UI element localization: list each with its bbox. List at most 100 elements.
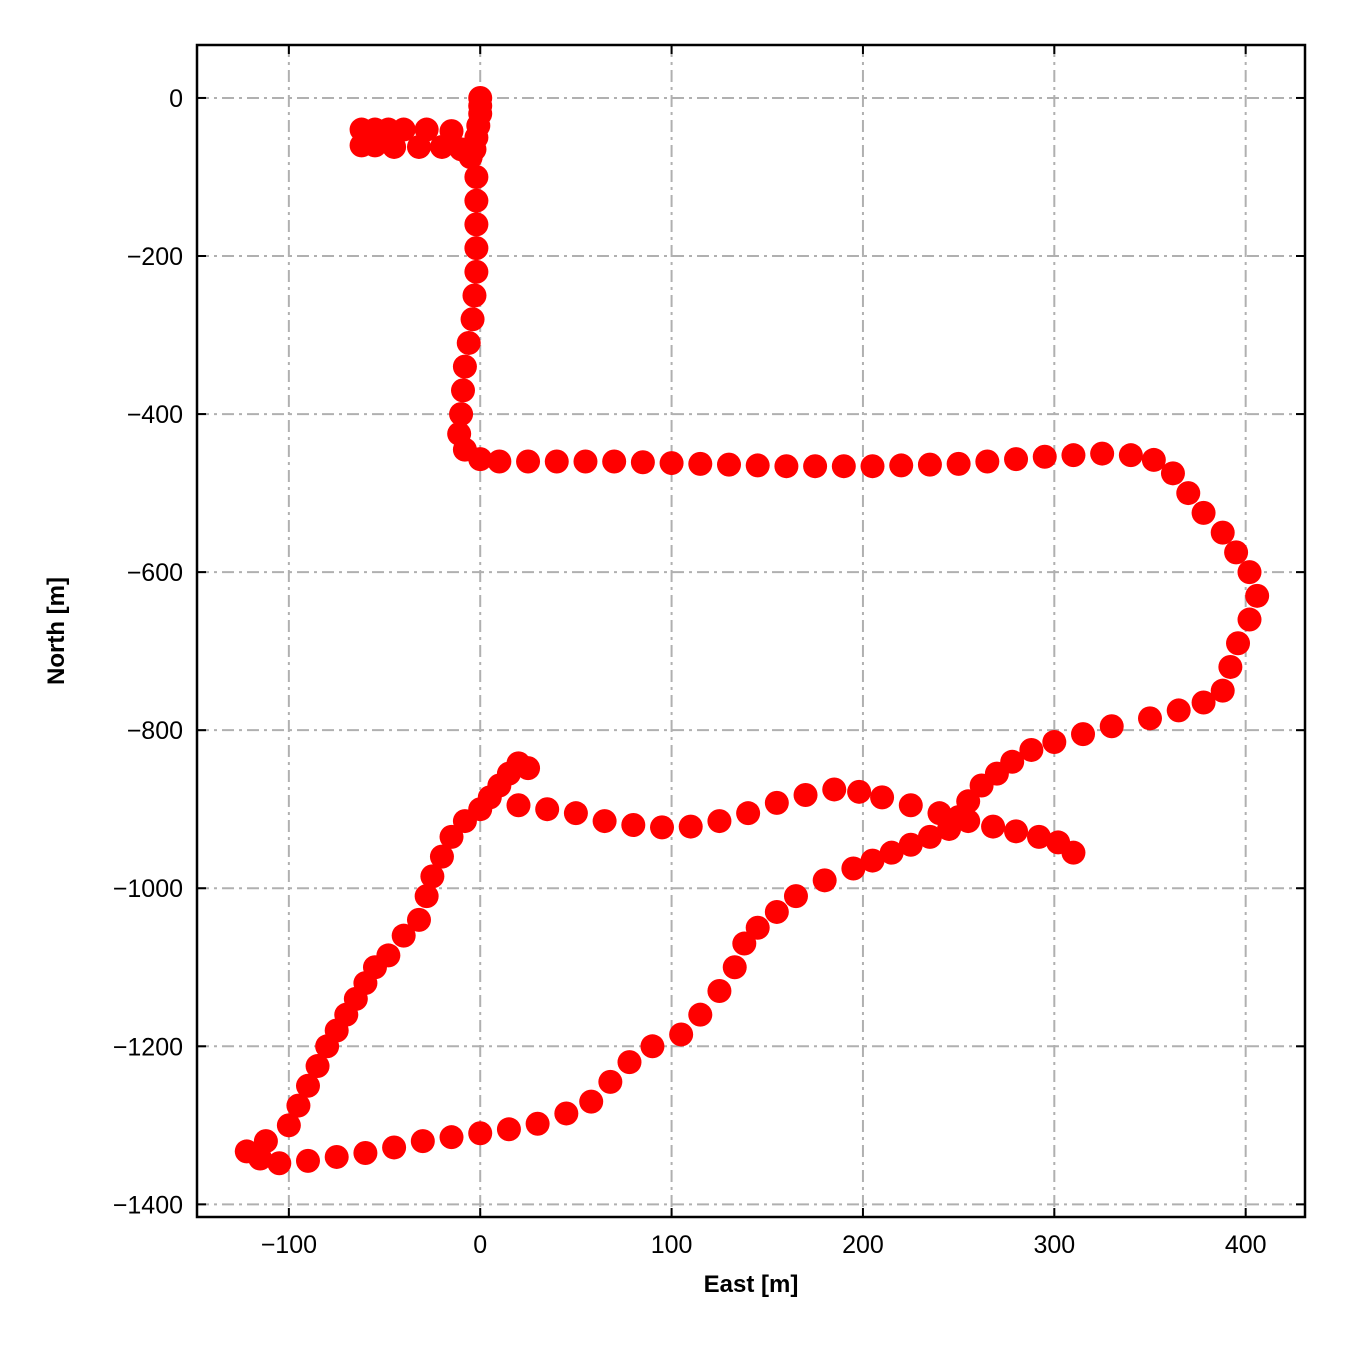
point bbox=[234, 1139, 259, 1164]
point bbox=[898, 832, 923, 857]
point bbox=[439, 824, 464, 849]
point bbox=[464, 164, 489, 189]
point bbox=[860, 454, 885, 479]
point bbox=[946, 451, 971, 476]
point bbox=[975, 449, 1000, 474]
point bbox=[406, 134, 431, 159]
point bbox=[410, 1129, 435, 1154]
point bbox=[783, 884, 808, 909]
point bbox=[917, 824, 942, 849]
point bbox=[1210, 520, 1235, 545]
point bbox=[382, 134, 407, 159]
point bbox=[812, 868, 837, 893]
point bbox=[1166, 698, 1191, 723]
point bbox=[1237, 560, 1262, 585]
point bbox=[439, 1125, 464, 1150]
point bbox=[391, 923, 416, 948]
point bbox=[736, 801, 761, 826]
point bbox=[822, 777, 847, 802]
point bbox=[362, 133, 387, 158]
point bbox=[1019, 737, 1044, 762]
point bbox=[592, 809, 617, 834]
point bbox=[1226, 631, 1251, 656]
point bbox=[276, 1113, 301, 1138]
point bbox=[889, 453, 914, 478]
x-tick-label: 300 bbox=[1033, 1231, 1075, 1259]
point bbox=[1061, 443, 1086, 468]
point bbox=[630, 450, 655, 475]
point bbox=[598, 1069, 623, 1094]
point bbox=[1118, 443, 1143, 468]
point bbox=[429, 844, 454, 869]
point bbox=[449, 137, 474, 162]
y-tick-label: −1200 bbox=[113, 1033, 183, 1061]
point bbox=[1027, 824, 1052, 849]
point bbox=[450, 378, 475, 403]
point bbox=[554, 1101, 579, 1126]
point bbox=[707, 809, 732, 834]
point bbox=[563, 801, 588, 826]
y-tick-label: −1400 bbox=[113, 1191, 183, 1219]
x-axis-label: East [m] bbox=[704, 1271, 799, 1298]
plot-frame bbox=[195, 43, 1307, 1219]
point bbox=[1090, 441, 1115, 466]
point bbox=[535, 797, 560, 822]
point bbox=[452, 354, 477, 379]
point bbox=[376, 943, 401, 968]
point bbox=[468, 447, 493, 472]
point bbox=[659, 451, 684, 476]
point bbox=[516, 756, 541, 781]
point bbox=[879, 840, 904, 865]
point bbox=[898, 793, 923, 818]
point bbox=[406, 907, 431, 932]
point bbox=[621, 813, 646, 838]
point bbox=[464, 259, 489, 284]
point bbox=[1099, 714, 1124, 739]
point bbox=[353, 1140, 378, 1165]
point bbox=[464, 212, 489, 237]
point bbox=[1061, 840, 1086, 865]
point bbox=[688, 451, 713, 476]
point bbox=[286, 1093, 311, 1118]
point bbox=[732, 931, 757, 956]
point bbox=[716, 452, 741, 477]
point bbox=[917, 452, 942, 477]
point bbox=[420, 864, 445, 889]
point bbox=[295, 1148, 320, 1173]
point bbox=[745, 453, 770, 478]
point bbox=[573, 449, 598, 474]
x-tick-label: 100 bbox=[651, 1231, 693, 1259]
y-tick-label: −800 bbox=[127, 717, 183, 745]
point bbox=[487, 449, 512, 474]
point bbox=[1160, 461, 1185, 486]
point bbox=[1210, 678, 1235, 703]
point bbox=[1176, 481, 1201, 506]
point bbox=[1224, 540, 1249, 565]
point bbox=[969, 773, 994, 798]
point bbox=[295, 1073, 320, 1098]
point bbox=[449, 402, 474, 427]
point bbox=[382, 1135, 407, 1160]
point bbox=[956, 809, 981, 834]
point bbox=[860, 848, 885, 873]
point bbox=[1137, 706, 1162, 731]
point bbox=[305, 1054, 330, 1079]
point bbox=[429, 134, 454, 159]
y-tick-label: −1000 bbox=[113, 875, 183, 903]
x-tick-label: 0 bbox=[473, 1231, 487, 1259]
y-axis-label: North [m] bbox=[43, 577, 70, 685]
point bbox=[745, 915, 770, 940]
point bbox=[460, 307, 485, 332]
point bbox=[764, 899, 789, 924]
point bbox=[414, 884, 439, 909]
point bbox=[640, 1034, 665, 1059]
point bbox=[544, 449, 569, 474]
point bbox=[617, 1050, 642, 1075]
point bbox=[650, 815, 675, 840]
point bbox=[847, 779, 872, 804]
point bbox=[468, 1121, 493, 1146]
y-tick-label: −600 bbox=[127, 559, 183, 587]
point bbox=[669, 1022, 694, 1047]
point bbox=[525, 1111, 550, 1136]
